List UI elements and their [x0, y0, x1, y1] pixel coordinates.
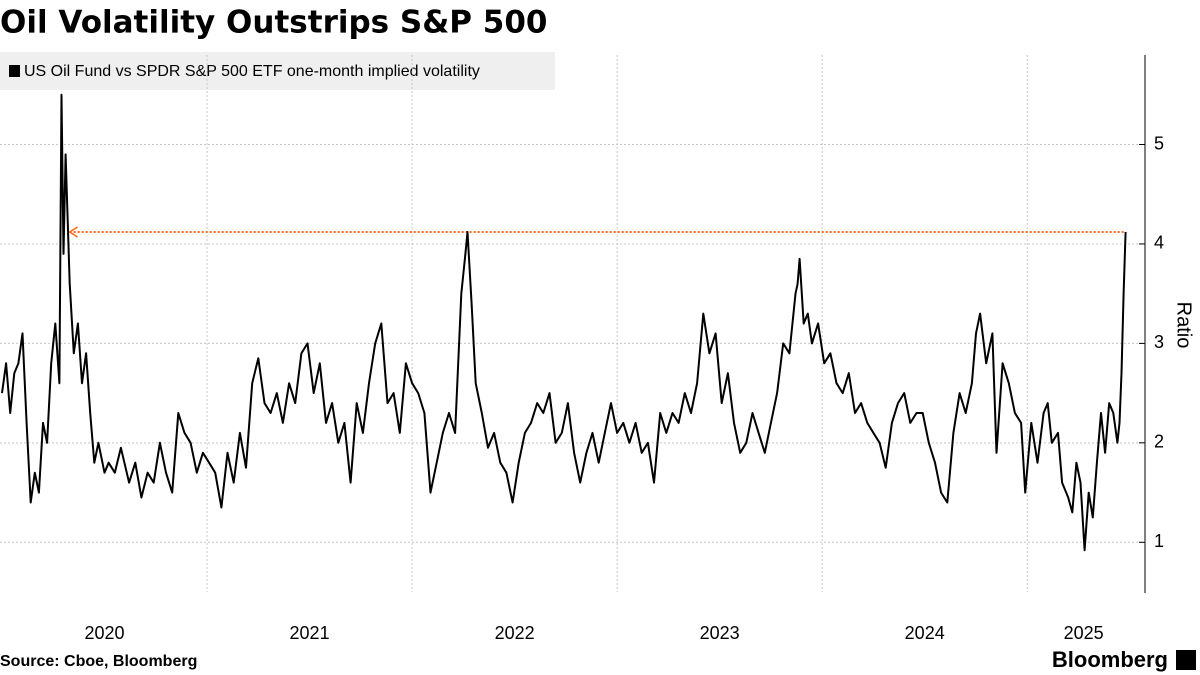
legend-box — [0, 52, 555, 90]
source: Source: Cboe, Bloomberg — [0, 653, 197, 670]
x-tick-label: 2024 — [905, 623, 945, 643]
y-tick-label: 4 — [1154, 233, 1164, 253]
chart-title: Oil Volatility Outstrips S&P 500 — [0, 5, 548, 41]
y-tick-label: 1 — [1154, 531, 1164, 551]
reference-arrow — [68, 226, 79, 238]
y-tick-label: 5 — [1154, 133, 1164, 153]
legend-label: US Oil Fund vs SPDR S&P 500 ETF one-mont… — [24, 63, 480, 80]
brand: Bloomberg — [1052, 647, 1168, 672]
x-tick-label: 2025 — [1064, 623, 1104, 643]
x-tick-label: 2022 — [495, 623, 535, 643]
x-tick-label: 2023 — [700, 623, 740, 643]
brand-icon — [1176, 650, 1196, 670]
data-line — [1, 93, 1127, 552]
x-tick-label: 2021 — [290, 623, 330, 643]
y-tick-label: 3 — [1154, 332, 1164, 352]
x-tick-label: 2020 — [84, 623, 124, 643]
legend-swatch — [9, 65, 20, 77]
y-axis-label: Ratio — [1173, 302, 1195, 349]
y-tick-label: 2 — [1154, 432, 1164, 452]
